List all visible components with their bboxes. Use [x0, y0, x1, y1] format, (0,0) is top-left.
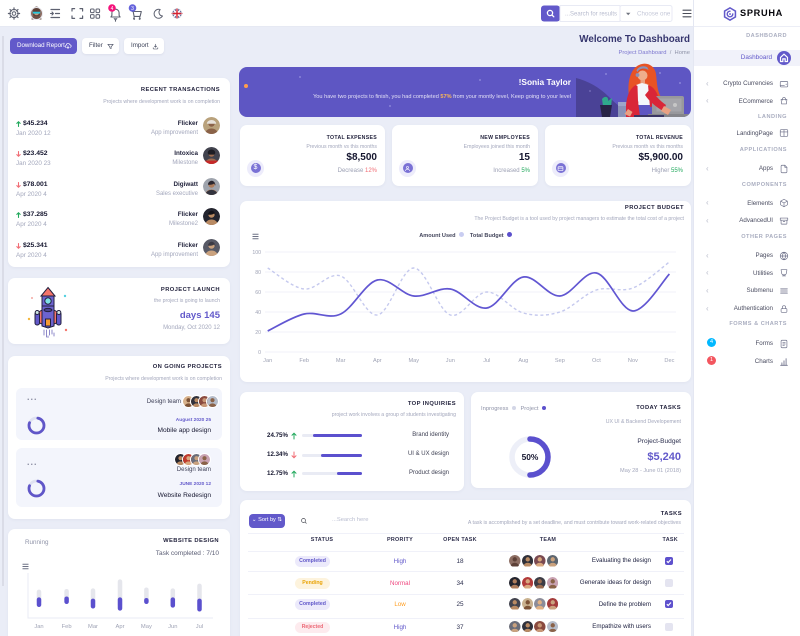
svg-text:Dec: Dec: [664, 358, 674, 364]
svg-text:60: 60: [255, 290, 261, 296]
svg-text:Aug: Aug: [518, 358, 528, 364]
svg-text:Oct: Oct: [592, 358, 601, 364]
svg-text:...Search for results: ...Search for results: [565, 12, 617, 18]
svg-text:May: May: [141, 624, 152, 630]
svg-text:Feb: Feb: [62, 624, 72, 630]
svg-text:4: 4: [111, 6, 114, 12]
svg-text:3: 3: [131, 6, 134, 12]
svg-text:40: 40: [255, 310, 261, 316]
svg-text:Jul: Jul: [483, 358, 490, 364]
svg-text:20: 20: [255, 330, 261, 336]
svg-text:Jun: Jun: [446, 358, 455, 364]
svg-text:Apr: Apr: [115, 624, 124, 630]
svg-text:Apr: Apr: [373, 358, 382, 364]
svg-text:May: May: [409, 358, 420, 364]
svg-text:Sep: Sep: [555, 358, 565, 364]
svg-text:Jun: Jun: [168, 624, 177, 630]
svg-text:100: 100: [252, 250, 261, 256]
svg-text:Mar: Mar: [88, 624, 98, 630]
svg-text:80: 80: [255, 270, 261, 276]
svg-text:0: 0: [258, 350, 261, 356]
svg-text:Mar: Mar: [336, 358, 346, 364]
svg-text:Jul: Jul: [196, 624, 203, 630]
svg-text:Feb: Feb: [299, 358, 309, 364]
svg-text:Nov: Nov: [628, 358, 638, 364]
svg-text:Jan: Jan: [263, 358, 272, 364]
svg-text:Jan: Jan: [34, 624, 43, 630]
svg-text:Choose one: Choose one: [637, 11, 671, 18]
